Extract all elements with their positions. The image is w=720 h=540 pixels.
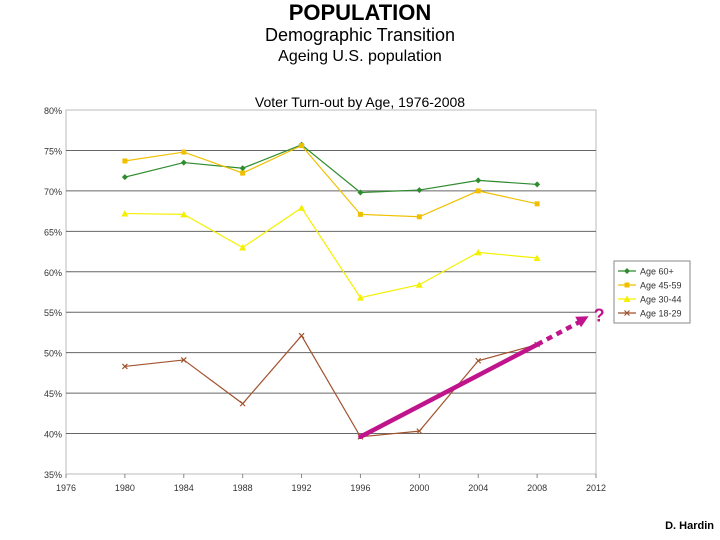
projection-dotted-line	[536, 318, 584, 347]
x-tick-label: 1980	[115, 483, 135, 493]
question-mark-label: ?	[594, 305, 605, 325]
data-point	[416, 428, 423, 435]
data-point	[122, 158, 128, 164]
arrow-head	[575, 316, 589, 328]
x-tick-label: 1984	[174, 483, 194, 493]
legend-marker	[624, 268, 630, 274]
y-tick-label: 50%	[44, 349, 62, 359]
data-point	[298, 204, 306, 211]
y-tick-label: 65%	[44, 227, 62, 237]
trend-arrow	[358, 342, 540, 440]
x-tick-label: 2000	[409, 483, 429, 493]
legend-label: Age 45-59	[640, 281, 682, 291]
data-point	[299, 143, 305, 149]
slide-heading: POPULATION	[288, 0, 432, 25]
x-tick-label: 1992	[292, 483, 312, 493]
legend-marker	[623, 295, 631, 302]
data-point	[239, 400, 246, 407]
credit-label: D. Hardin	[665, 520, 714, 532]
legend-label: Age 30-44	[640, 295, 682, 305]
data-point	[180, 159, 187, 166]
data-point	[534, 201, 540, 207]
y-tick-label: 75%	[44, 146, 62, 156]
series-line	[124, 207, 538, 299]
series-3	[121, 204, 541, 301]
y-tick-label: 55%	[44, 308, 62, 318]
legend-item: Age 45-59	[618, 281, 682, 291]
data-point	[181, 149, 187, 155]
legend-item: Age 30-44	[618, 295, 682, 305]
x-tick-label: 1988	[233, 483, 253, 493]
data-point	[475, 357, 482, 364]
legend: Age 60+ Age 45-59 Age 30-44 Age 18-29	[613, 260, 691, 324]
data-point	[357, 189, 364, 196]
slide-subtitle: Ageing U.S. population	[278, 48, 442, 65]
x-axis-ticks: 1976 1980 1984 1988 1992 1996 2000 2004 2008 2012	[56, 474, 606, 493]
data-point	[475, 177, 482, 184]
data-point	[415, 281, 423, 288]
data-point	[475, 188, 481, 194]
series-line	[124, 144, 538, 218]
data-point	[356, 294, 364, 301]
x-tick-label: 2008	[527, 483, 547, 493]
data-point	[121, 174, 128, 181]
series-2	[122, 143, 540, 220]
x-tick-label: 2012	[586, 483, 606, 493]
series-line	[124, 334, 538, 438]
data-point	[534, 181, 541, 188]
y-axis-ticks: 35% 40% 45% 50% 55% 60% 65% 70% 75% 80%	[44, 106, 62, 480]
legend-item: Age 60+	[618, 267, 674, 277]
data-point	[180, 210, 188, 218]
data-point	[240, 170, 246, 176]
series-layer	[121, 141, 541, 440]
data-point	[121, 363, 128, 370]
data-point	[298, 332, 305, 339]
data-point	[239, 165, 246, 172]
slide-subheading: Demographic Transition	[264, 25, 456, 45]
y-tick-label: 40%	[44, 430, 62, 440]
trend-annotation: ?	[358, 305, 605, 440]
y-tick-label: 45%	[44, 389, 62, 399]
legend-marker	[624, 310, 630, 316]
data-point	[416, 214, 422, 220]
legend-item: Age 18-29	[618, 309, 682, 319]
y-tick-label: 80%	[44, 106, 62, 116]
legend-marker	[624, 282, 630, 288]
data-point	[474, 248, 482, 256]
y-tick-label: 60%	[44, 268, 62, 278]
data-point	[239, 244, 247, 251]
data-point	[416, 187, 423, 194]
data-point	[533, 254, 541, 262]
series-line	[124, 144, 538, 194]
y-tick-label: 70%	[44, 187, 62, 197]
data-point	[357, 211, 363, 217]
data-point	[180, 357, 187, 363]
y-tick-label: 35%	[44, 470, 62, 480]
x-tick-label: 1976	[56, 483, 76, 493]
grid-lines	[66, 149, 596, 435]
legend-label: Age 18-29	[640, 309, 682, 319]
chart-title: Voter Turn-out by Age, 1976-2008	[255, 94, 465, 110]
x-tick-label: 1996	[350, 483, 370, 493]
plot-area	[65, 109, 597, 475]
legend-label: Age 60+	[640, 267, 674, 277]
x-tick-label: 2004	[468, 483, 488, 493]
data-point	[121, 210, 129, 217]
